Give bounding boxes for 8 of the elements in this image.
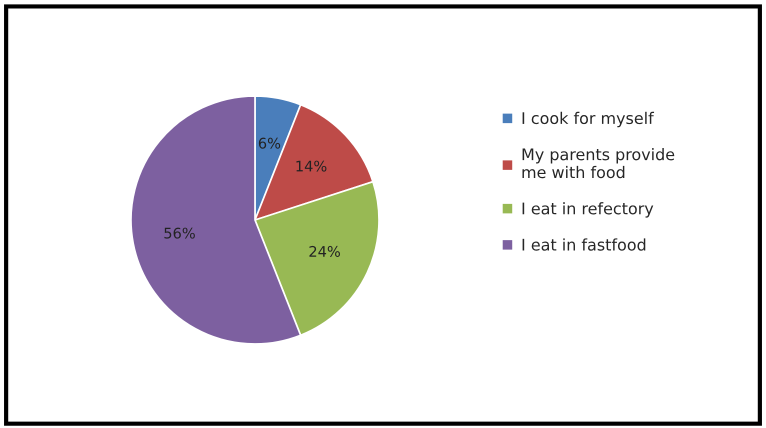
legend-label: My parents provide me with food [522,148,674,178]
legend-label: I eat in refectory [522,202,654,218]
legend-label: I cook for myself [522,112,654,128]
data-label: 6% [258,138,280,149]
data-label: 14% [296,160,326,172]
legend-label: I eat in fastfood [522,238,646,251]
data-label: 56% [164,228,195,239]
data-label: 24% [309,246,340,257]
